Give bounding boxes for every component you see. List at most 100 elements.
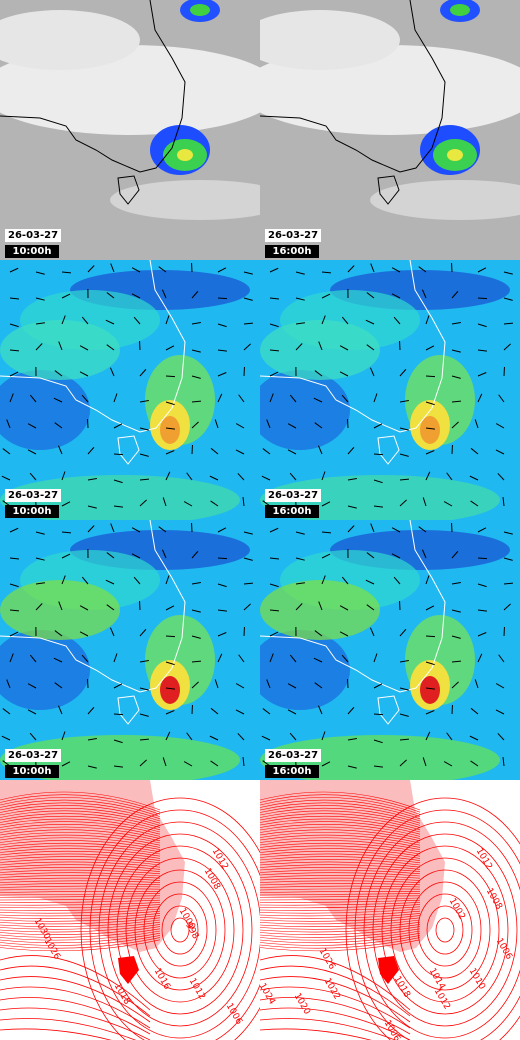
coastline xyxy=(0,0,186,173)
wind-arrow xyxy=(425,375,436,378)
satellite-panel: 26-03-27 16:00h xyxy=(260,0,520,260)
wind-arrow xyxy=(369,367,375,377)
wind-arrow xyxy=(210,760,219,767)
wind-arrow xyxy=(79,631,89,637)
wind-arrow xyxy=(29,732,37,741)
isobar xyxy=(260,883,421,886)
wind-arrow xyxy=(191,660,202,663)
wind-arrow xyxy=(165,661,175,666)
wind-arrow xyxy=(470,707,479,715)
wind-arrow xyxy=(451,681,459,689)
isobar xyxy=(260,872,421,877)
wind-arrow xyxy=(341,316,349,325)
wind-arrow xyxy=(295,531,305,535)
wind-arrow xyxy=(370,263,375,273)
field-blob xyxy=(260,580,380,640)
wind-arrow xyxy=(35,322,45,325)
wind-arrow xyxy=(269,297,280,300)
field-blob xyxy=(160,676,180,704)
isobar xyxy=(260,932,421,944)
wind-arrow xyxy=(61,471,66,481)
wind-arrow xyxy=(131,527,141,533)
wind-arrow xyxy=(61,731,66,741)
wind-arrow xyxy=(425,661,435,666)
wind-arrow xyxy=(477,393,483,403)
wind-arrow xyxy=(61,271,72,274)
isobar xyxy=(260,869,421,875)
wind-arrow xyxy=(217,632,227,637)
wind-arrow xyxy=(209,475,219,481)
wind-arrow xyxy=(341,654,349,663)
wind-arrow xyxy=(347,265,355,273)
wind-arrow xyxy=(399,628,407,637)
isobar xyxy=(0,930,161,941)
wind-arrow xyxy=(237,733,245,741)
wind-arrow xyxy=(502,756,505,767)
wind-arrow xyxy=(287,449,297,455)
wind-arrow xyxy=(214,419,219,429)
field-blob xyxy=(160,416,180,444)
wind-arrow xyxy=(422,497,427,507)
wind-arrow xyxy=(165,345,175,351)
wind-arrow xyxy=(477,323,487,328)
wind-arrow xyxy=(470,760,479,767)
wind-arrow xyxy=(158,526,167,533)
wind-arrow xyxy=(321,315,326,325)
wind-arrow xyxy=(165,731,171,741)
isobar xyxy=(80,797,260,1040)
wind-arrow xyxy=(477,583,487,588)
isobar xyxy=(426,905,464,955)
wind-arrow xyxy=(217,557,228,560)
wind-arrow xyxy=(165,315,170,325)
wind-arrow xyxy=(269,609,280,612)
wind-arrow xyxy=(497,733,505,741)
field-blob xyxy=(0,735,240,780)
wind-arrow xyxy=(165,401,175,406)
wind-arrow xyxy=(339,605,349,611)
wind-arrow xyxy=(269,527,279,533)
field-blob xyxy=(447,149,463,161)
wind-arrow xyxy=(139,399,149,403)
wind-arrow xyxy=(139,478,150,481)
wind-arrow xyxy=(399,659,409,663)
isobar xyxy=(0,818,161,833)
wind-arrow xyxy=(243,531,253,535)
wind-arrow xyxy=(35,531,45,535)
isobar xyxy=(152,893,208,967)
date-label: 26-03-27 xyxy=(5,229,62,242)
wind-arrow xyxy=(29,472,37,481)
wind-arrow xyxy=(9,323,19,328)
isobar xyxy=(0,856,161,864)
wind-arrow xyxy=(451,581,461,585)
wind-arrow xyxy=(425,450,435,455)
wind-arrow xyxy=(470,500,479,507)
wind-arrow xyxy=(339,345,349,351)
wind-arrow xyxy=(443,761,453,767)
wind-arrow xyxy=(451,290,459,299)
wind-arrow xyxy=(287,423,297,429)
isobar xyxy=(0,926,161,936)
land-isobars xyxy=(378,956,399,984)
wind-arrow xyxy=(262,448,271,455)
wind-arrow xyxy=(9,371,19,377)
land-isobars xyxy=(260,780,445,952)
wind-arrow xyxy=(242,496,245,507)
isobar xyxy=(0,807,161,824)
wind-arrow xyxy=(61,531,72,534)
wind-arrow xyxy=(451,550,459,559)
wind-arrow xyxy=(162,497,167,507)
wind-arrow xyxy=(418,266,427,273)
field-blob xyxy=(0,630,90,710)
isobar xyxy=(0,805,161,822)
isobar xyxy=(260,904,421,909)
wind-arrow xyxy=(243,603,251,611)
wind-arrow xyxy=(238,394,245,403)
wind-arrow xyxy=(498,654,505,663)
wind-arrow xyxy=(317,445,323,455)
isobar xyxy=(0,799,161,817)
wind-arrow xyxy=(269,557,280,560)
wind-arrow xyxy=(347,737,357,741)
wind-arrow xyxy=(61,553,71,559)
isobar xyxy=(260,891,421,893)
wind-arrow xyxy=(183,501,193,507)
